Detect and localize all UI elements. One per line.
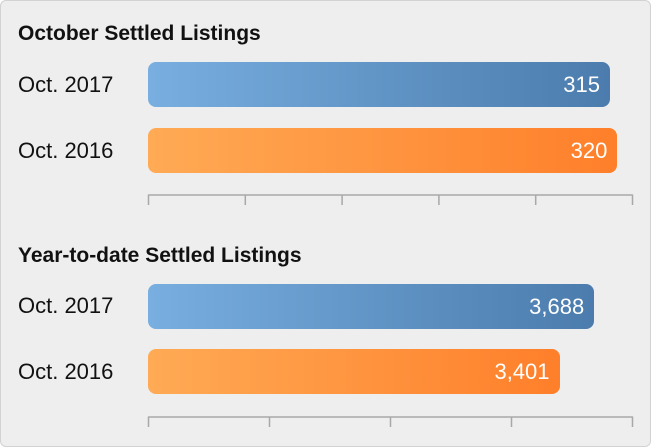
category-label: Oct. 2017	[18, 293, 114, 318]
x-axis	[147, 194, 634, 205]
bar-oct-2016: 3,401	[148, 349, 560, 394]
x-axis	[147, 416, 634, 427]
bar-oct-2017: 3,688	[148, 284, 595, 329]
bar-value-label: 315	[563, 71, 600, 97]
bar-value-label: 3,688	[529, 293, 585, 319]
bar-oct-2017: 315	[148, 62, 610, 107]
bar-oct-2016: 320	[148, 128, 618, 173]
year-to-date-settled-listings-chart: Year-to-date Settled Listings Oct. 2017 …	[1, 224, 650, 446]
chart-title: October Settled Listings	[18, 22, 261, 45]
bar-value-label: 320	[570, 137, 608, 163]
chart-title: Year-to-date Settled Listings	[18, 244, 302, 267]
october-settled-listings-chart: October Settled Listings Oct. 2017 315 O…	[1, 1, 650, 221]
category-label: Oct. 2016	[18, 138, 114, 163]
category-label: Oct. 2017	[18, 72, 114, 97]
bar-value-label: 3,401	[494, 358, 550, 384]
category-label: Oct. 2016	[18, 359, 114, 384]
